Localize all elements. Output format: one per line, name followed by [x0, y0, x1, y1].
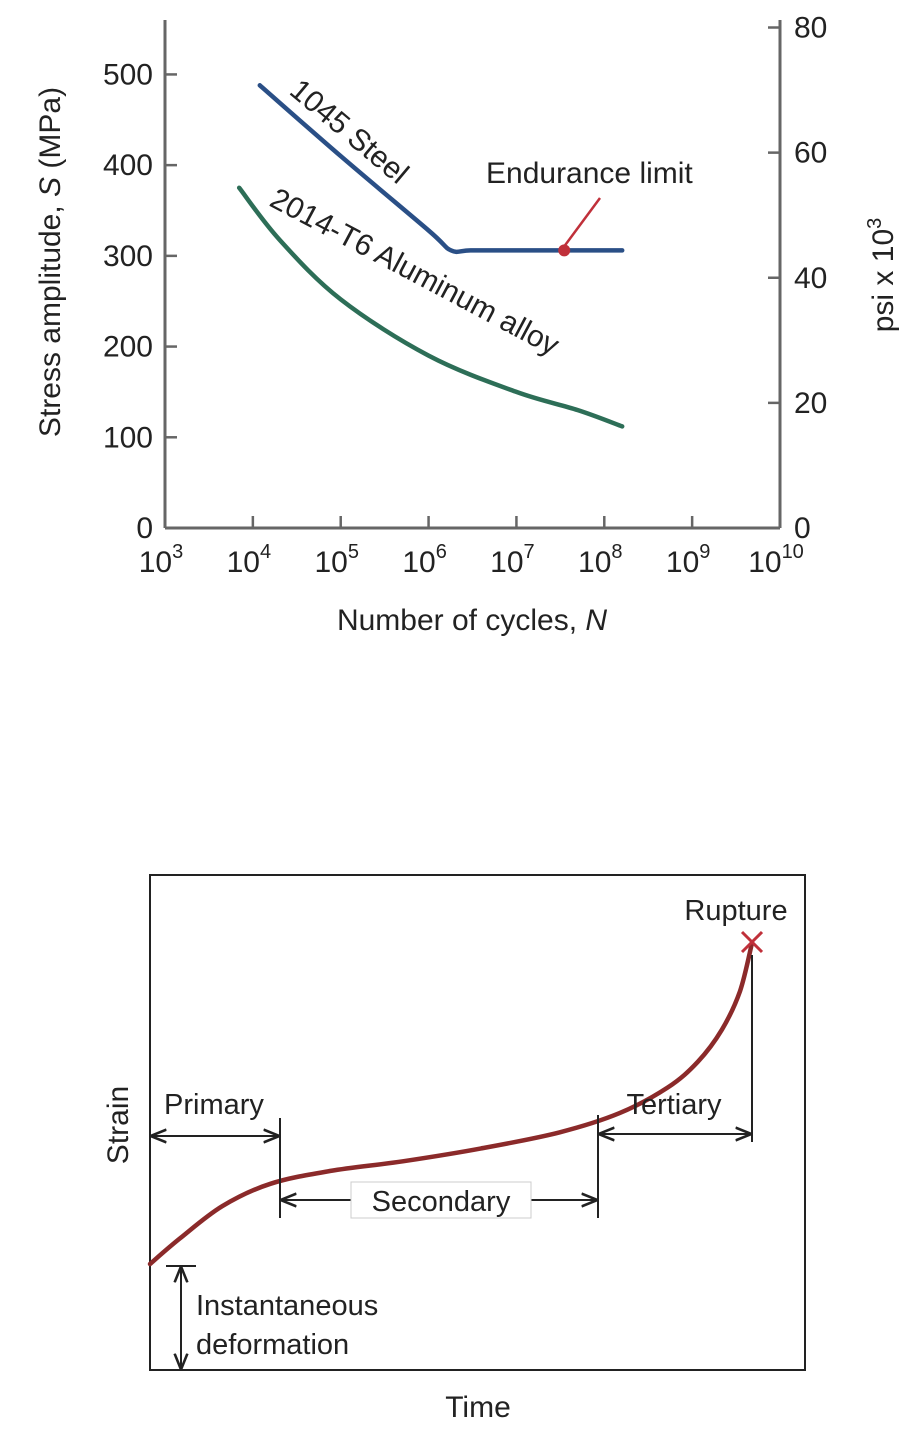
endurance-limit-marker: [558, 244, 571, 257]
sn-y-ticks: 0 100 200 300 400 500: [103, 58, 177, 545]
secondary-label: Secondary: [372, 1186, 511, 1218]
rupture-label: Rupture: [684, 895, 787, 927]
creep-plot-frame: [149, 874, 806, 1371]
endurance-limit-label: Endurance limit: [486, 157, 693, 190]
creep-chart: Rupture Primary Secondary Tertiary Insta…: [102, 874, 806, 1424]
creep-curve: [147, 940, 755, 1267]
instantaneous-label-line1: Instantaneous: [196, 1290, 378, 1322]
sn-y-axis-title: Stress amplitude, S (MPa): [34, 87, 67, 437]
sn-right-y-axis-title: psi x 103: [864, 218, 900, 333]
sn-x-ticks: 103 104 105 106 107 108 109 1010: [139, 516, 804, 579]
right-y-tick-label-4: 80: [794, 12, 827, 45]
x-tick-label-7: 1010: [748, 541, 804, 579]
series-line-steel: [257, 83, 625, 255]
sn-x-axis-title: Number of cycles, N: [337, 604, 607, 637]
secondary-label-box: [350, 1181, 532, 1219]
y-tick-label-1: 100: [103, 421, 153, 454]
y-tick-label-2: 200: [103, 331, 153, 364]
rupture-marker: [740, 930, 764, 954]
series-label-steel: 1045 Steel: [284, 73, 415, 190]
right-y-tick-label-3: 60: [794, 137, 827, 170]
x-tick-label-0: 103: [139, 541, 184, 579]
creep-x-axis-title: Time: [445, 1391, 511, 1424]
y-tick-label-4: 400: [103, 149, 153, 182]
y-tick-label-0: 0: [136, 512, 153, 545]
x-tick-label-5: 108: [578, 541, 623, 579]
sn-series-group: [236, 83, 625, 429]
x-tick-label-1: 104: [227, 541, 272, 579]
sn-plot-frame: [163, 20, 782, 530]
sn-right-y-ticks: 0 20 40 60 80: [768, 12, 827, 545]
x-tick-label-4: 107: [490, 541, 535, 579]
y-tick-label-5: 500: [103, 58, 153, 91]
tertiary-label: Tertiary: [626, 1089, 722, 1121]
sn-chart: 103 104 105 106 107 108 109 1010 01002003004005…: [34, 12, 900, 637]
x-tick-label-6: 109: [666, 541, 711, 579]
creep-y-axis-title: Strain: [102, 1086, 135, 1164]
x-tick-label-2: 105: [314, 541, 359, 579]
x-tick-label-3: 106: [402, 541, 447, 579]
y-tick-label-3: 300: [103, 240, 153, 273]
series-line-aluminum: [236, 185, 625, 429]
endurance-limit-leader: [563, 197, 602, 248]
primary-label: Primary: [164, 1089, 264, 1121]
instantaneous-label-line2: deformation: [196, 1329, 349, 1361]
right-y-tick-label-1: 20: [794, 387, 827, 420]
right-y-tick-label-0: 0: [794, 512, 811, 545]
right-y-tick-label-2: 40: [794, 262, 827, 295]
